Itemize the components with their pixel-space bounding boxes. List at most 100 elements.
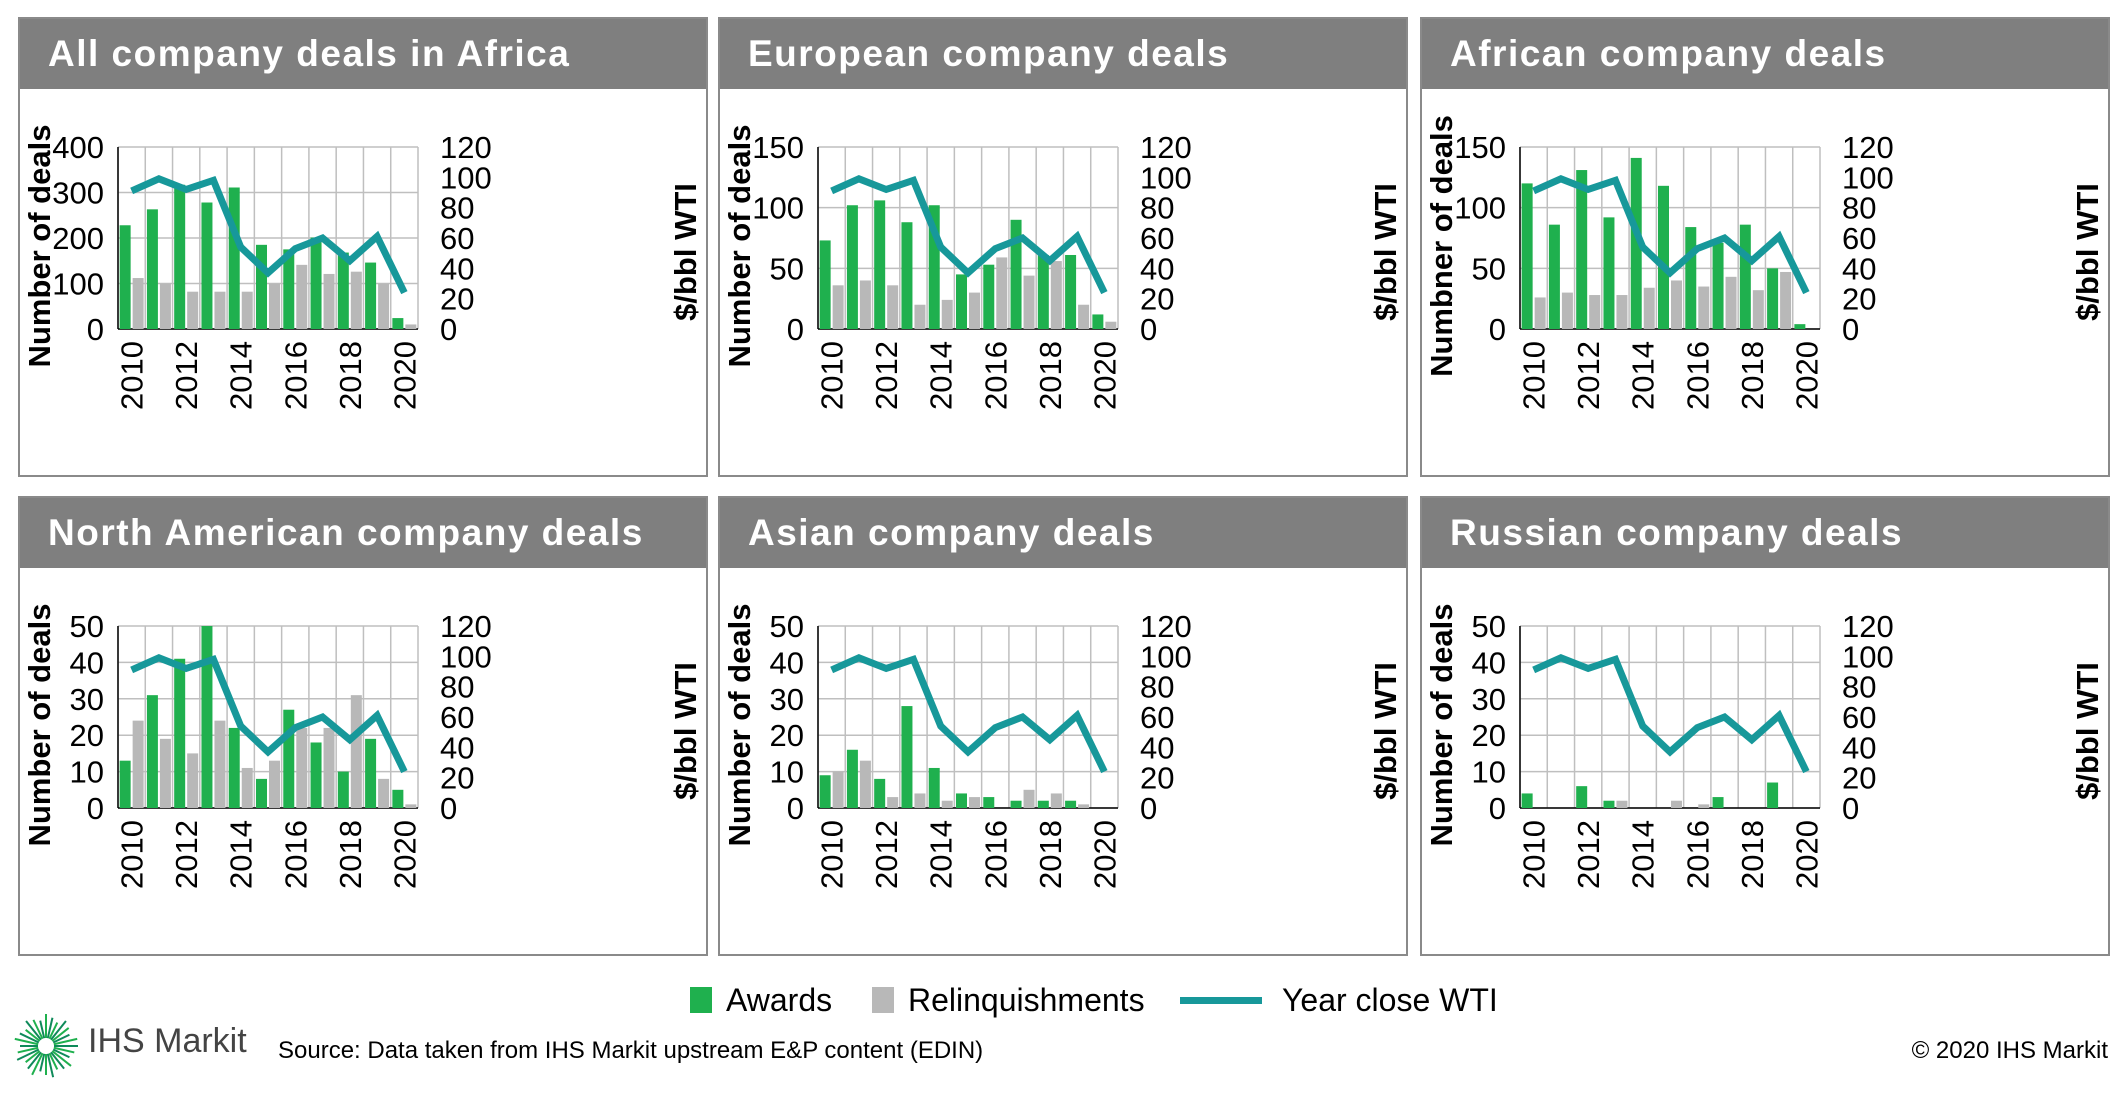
awards-bar	[874, 778, 886, 808]
x-tick-label: 2012	[869, 341, 904, 410]
awards-bar	[1685, 227, 1697, 329]
x-tick-label: 2010	[1517, 820, 1552, 889]
y-tick-label: 400	[52, 130, 104, 165]
awards-bar	[846, 205, 858, 329]
logo-ray	[53, 1037, 78, 1046]
y-axis-title: Number of deals	[722, 604, 757, 847]
awards-bar	[956, 793, 967, 808]
y2-tick-label: 20	[1842, 761, 1876, 796]
relinquishments-bar	[887, 285, 899, 329]
y2-tick-label: 0	[1842, 791, 1859, 826]
wti-line	[130, 654, 408, 774]
relinquishments-bar	[1671, 280, 1682, 329]
x-tick-label: 2020	[387, 820, 422, 889]
logo-ray	[50, 1051, 65, 1070]
logo-ray	[52, 1033, 70, 1044]
relinquishments-bar	[941, 800, 953, 808]
awards-bar	[819, 775, 831, 808]
awards-bar	[174, 184, 186, 329]
relinquishments-bar	[859, 760, 871, 808]
y-tick-label: 100	[52, 267, 104, 302]
awards-bar	[283, 709, 295, 808]
relinquishments-bar	[914, 304, 926, 329]
panel-header: All company deals in Africa	[20, 19, 706, 89]
y2-tick-label: 20	[1842, 282, 1876, 317]
y-tick-label: 50	[70, 609, 104, 644]
relinquishments-bar	[323, 727, 335, 808]
awards-bar	[901, 222, 913, 329]
y2-tick-label: 80	[1140, 191, 1174, 226]
relinquishments-bar	[969, 797, 980, 808]
x-tick-label: 2012	[1571, 341, 1606, 410]
logo-ray	[27, 1051, 42, 1070]
y2-tick-label: 100	[1140, 160, 1192, 195]
y2-tick-label: 100	[1140, 639, 1192, 674]
relinquishments-bar	[405, 804, 417, 808]
y-tick-label: 150	[1454, 130, 1506, 165]
relinquishments-bar	[1561, 292, 1573, 329]
x-tick-label: 2010	[815, 820, 850, 889]
awards-swatch	[690, 987, 712, 1013]
relinquishments-bar	[1643, 287, 1655, 329]
relinquishments-bar	[350, 271, 362, 329]
y2-tick-label: 80	[440, 191, 474, 226]
legend-item-relinquishments: Relinquishments	[872, 975, 1145, 1025]
awards-bar	[1548, 224, 1560, 329]
x-tick-label: 2014	[924, 820, 959, 889]
panel-title: Russian company deals	[1450, 512, 1904, 553]
y-tick-label: 150	[752, 130, 804, 165]
awards-bar	[1712, 242, 1724, 329]
chart-panel-6: Russian company deals 50 40 30 20 10 0 120 100 8…	[1420, 496, 2110, 956]
awards-bar	[1603, 217, 1615, 329]
relinquishments-bar	[378, 778, 390, 808]
legend-label-awards: Awards	[726, 981, 833, 1018]
awards-bar	[392, 318, 404, 329]
x-tick-label: 2010	[115, 820, 150, 889]
logo-ray	[52, 1048, 70, 1059]
relinquishments-swatch	[872, 987, 894, 1013]
x-tick-label: 2016	[978, 341, 1013, 410]
awards-bar	[283, 249, 295, 329]
awards-bar	[256, 244, 267, 329]
awards-bar	[337, 771, 349, 808]
relinquishments-bar	[832, 771, 844, 808]
y2-tick-label: 20	[440, 282, 474, 317]
x-tick-label: 2010	[815, 341, 850, 410]
chart-panel-5: Asian company deals 50 40 30 20 10 0 120 100 80 6…	[718, 496, 1408, 956]
awards-bar	[1037, 800, 1049, 808]
y-axis-title: Number of deals	[22, 604, 57, 847]
logo-ray	[50, 1020, 67, 1041]
awards-bar	[201, 202, 213, 329]
y2-tick-label: 120	[1140, 609, 1192, 644]
x-tick-label: 2012	[169, 820, 204, 889]
logo-ray	[25, 1029, 41, 1042]
relinquishments-bar	[214, 720, 226, 808]
awards-bar	[956, 274, 967, 329]
awards-bar	[256, 778, 267, 808]
logo-ray	[25, 1050, 41, 1063]
y-tick-label: 50	[770, 251, 804, 286]
y-tick-label: 0	[787, 791, 804, 826]
relinquishments-bar	[159, 283, 171, 329]
x-tick-label: 2016	[978, 820, 1013, 889]
y-tick-label: 100	[752, 191, 804, 226]
y2-tick-label: 100	[440, 639, 492, 674]
copyright: © 2020 IHS Markit	[1911, 1037, 2108, 1064]
x-tick-label: 2018	[1033, 341, 1068, 410]
x-tick-label: 2020	[1789, 820, 1824, 889]
awards-bar	[1739, 224, 1751, 329]
relinquishments-bar	[1050, 793, 1062, 808]
x-tick-label: 2016	[278, 341, 313, 410]
panel-title: North American company deals	[48, 512, 644, 553]
y-tick-label: 10	[770, 755, 804, 790]
y2-tick-label: 100	[1842, 160, 1894, 195]
relinquishments-bar	[1534, 297, 1546, 329]
y-tick-label: 0	[87, 791, 104, 826]
relinquishments-bar	[1752, 290, 1764, 329]
relinquishments-bar	[914, 793, 926, 808]
logo-ray	[25, 1020, 42, 1041]
y-tick-label: 30	[70, 682, 104, 717]
legend-item-wti: Year close WTI	[1180, 975, 1498, 1025]
y2-tick-label: 0	[1842, 312, 1859, 347]
